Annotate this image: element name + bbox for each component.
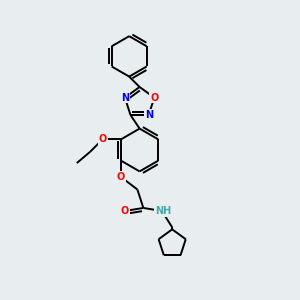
Text: O: O bbox=[98, 134, 107, 144]
Text: N: N bbox=[121, 93, 129, 103]
Text: O: O bbox=[121, 206, 129, 216]
Text: NH: NH bbox=[155, 206, 171, 216]
Text: O: O bbox=[117, 172, 125, 182]
Text: O: O bbox=[150, 93, 158, 103]
Text: N: N bbox=[145, 110, 153, 120]
